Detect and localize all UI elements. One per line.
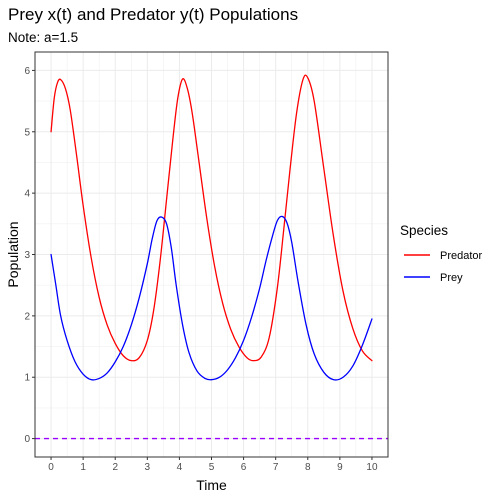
y-axis-title: Population (5, 221, 21, 287)
y-tick-label: 5 (24, 127, 30, 138)
y-tick-label: 0 (24, 434, 30, 445)
x-tick-label: 6 (241, 462, 247, 473)
y-tick-label: 3 (24, 250, 30, 261)
y-tick-label: 2 (24, 311, 30, 322)
x-tick-label: 2 (112, 462, 118, 473)
x-tick-label: 9 (337, 462, 343, 473)
legend: Species Predator Prey (400, 223, 483, 284)
series-line-prey (50, 215, 373, 381)
y-tick-label: 6 (24, 66, 30, 77)
x-axis-title: Time (196, 477, 227, 493)
legend-title: Species (400, 223, 448, 238)
y-tick-label: 4 (24, 189, 30, 200)
x-tick-label: 4 (177, 462, 183, 473)
x-tick-label: 5 (209, 462, 215, 473)
x-axis: 0 1 2 3 4 5 6 7 8 9 10 (48, 457, 378, 473)
legend-label-prey: Prey (440, 272, 463, 284)
x-tick-label: 1 (80, 462, 86, 473)
x-tick-label: 3 (145, 462, 151, 473)
series-lines (50, 74, 373, 381)
chart-subtitle: Note: a=1.5 (8, 30, 79, 45)
series-line-predator (50, 74, 373, 362)
x-tick-label: 7 (273, 462, 279, 473)
chart-title: Prey x(t) and Predator y(t) Populations (8, 5, 299, 24)
y-axis: 0 1 2 3 4 5 6 (24, 66, 35, 445)
x-tick-label: 10 (366, 462, 378, 473)
x-tick-label: 0 (48, 462, 54, 473)
legend-label-predator: Predator (440, 250, 483, 262)
y-tick-label: 1 (24, 373, 30, 384)
x-tick-label: 8 (305, 462, 311, 473)
